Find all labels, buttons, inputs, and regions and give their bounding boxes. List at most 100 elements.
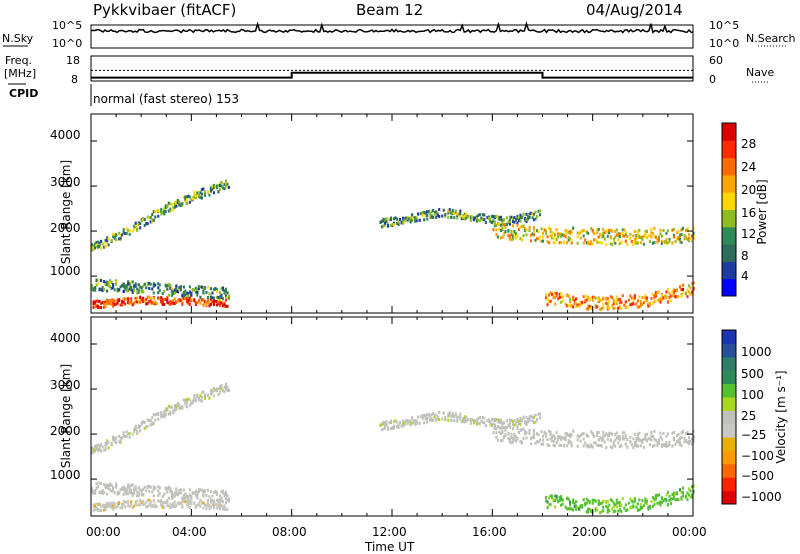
velocity-cell (167, 404, 170, 408)
velocity-cell (621, 437, 624, 441)
power-colorbar-swatch (722, 157, 736, 176)
power-cell (152, 291, 155, 295)
power-cell (146, 222, 149, 226)
power-cell (687, 233, 691, 237)
power-cell (465, 216, 468, 220)
power-cell (427, 210, 430, 214)
power-cell (651, 231, 654, 235)
power-cell (223, 303, 226, 307)
power-cell (636, 241, 639, 245)
velocity-cell (200, 399, 203, 403)
velocity-cell (139, 429, 142, 433)
power-cell (554, 291, 557, 295)
power-cell (508, 215, 511, 219)
power-cell (206, 295, 209, 299)
velocity-cell (92, 503, 95, 507)
velocity-cell (528, 431, 531, 435)
power-cell (142, 217, 145, 221)
power-cell (179, 202, 182, 206)
power-cell (95, 241, 98, 245)
power-cell (665, 290, 668, 294)
velocity-cell (188, 398, 191, 402)
velocity-cell (570, 433, 573, 437)
velocity-cell (566, 496, 569, 500)
power-cell (133, 284, 136, 288)
velocity-cell (549, 502, 552, 506)
power-cell (154, 210, 157, 214)
velocity-cell (672, 497, 676, 501)
power-cell (182, 290, 185, 294)
velocity-cell (193, 396, 196, 400)
velocity-cell (623, 506, 626, 510)
power-cell (385, 217, 388, 221)
velocity-cell (98, 491, 101, 495)
velocity-cell (142, 499, 145, 503)
power-cell (590, 306, 593, 310)
power-cell (615, 302, 618, 306)
power-cell (528, 215, 531, 219)
velocity-cell (188, 488, 191, 492)
velocity-cell (554, 444, 557, 448)
velocity-cell (106, 485, 109, 489)
velocity-cell (209, 391, 212, 395)
velocity-cell (525, 423, 528, 427)
power-cell (447, 209, 450, 213)
power-cell (157, 282, 160, 286)
velocity-cell (653, 497, 656, 501)
power-cell (690, 234, 694, 238)
velocity-cell (552, 434, 555, 438)
power-cell (166, 284, 169, 288)
power-cell (549, 227, 552, 231)
power-cell (587, 240, 590, 244)
power-cell (199, 195, 202, 199)
power-cell (630, 296, 633, 300)
velocity-cell (169, 412, 172, 416)
velocity-cell (104, 448, 107, 452)
power-cell (104, 238, 107, 242)
velocity-cell (128, 432, 131, 436)
power-cell (614, 306, 617, 310)
velocity-cell (624, 442, 627, 446)
velocity-cell (656, 443, 659, 447)
velocity-cell (185, 398, 188, 402)
power-cell (672, 235, 676, 239)
velocity-cell (217, 503, 220, 507)
velocity-cell (660, 444, 663, 448)
power-cell (106, 302, 109, 306)
power-cell (181, 203, 184, 207)
power-cell (167, 293, 170, 297)
velocity-cell (193, 394, 196, 398)
velocity-cell (107, 484, 110, 488)
power-cell (100, 288, 103, 292)
velocity-cell (593, 434, 596, 438)
power-cell (690, 292, 694, 296)
power-cell (469, 215, 472, 219)
velocity-cell (618, 435, 621, 439)
velocity-cell (501, 424, 504, 428)
velocity-cell (203, 489, 206, 493)
velocity-cell (576, 438, 579, 442)
velocity-cell (659, 500, 662, 504)
power-cell (224, 182, 228, 186)
velocity-cell (110, 489, 113, 493)
power-cell (106, 282, 109, 286)
power-cell (128, 287, 131, 291)
power-cell (202, 291, 205, 295)
velocity-cell (119, 488, 122, 492)
velocity-cell (206, 498, 209, 502)
velocity-cell (175, 492, 178, 496)
velocity-cell (382, 427, 385, 431)
velocity-cell (136, 490, 139, 494)
power-cell (127, 229, 130, 233)
power-cell (594, 304, 597, 308)
power-cell (663, 294, 667, 298)
power-cell (677, 295, 680, 299)
power-cell (499, 229, 502, 233)
velocity-cell (653, 437, 656, 441)
velocity-cell (166, 501, 169, 505)
power-cell (418, 218, 421, 222)
power-cell (642, 234, 645, 238)
velocity-cell (130, 491, 133, 495)
velocity-cell (433, 414, 436, 418)
power-cell (187, 194, 190, 198)
